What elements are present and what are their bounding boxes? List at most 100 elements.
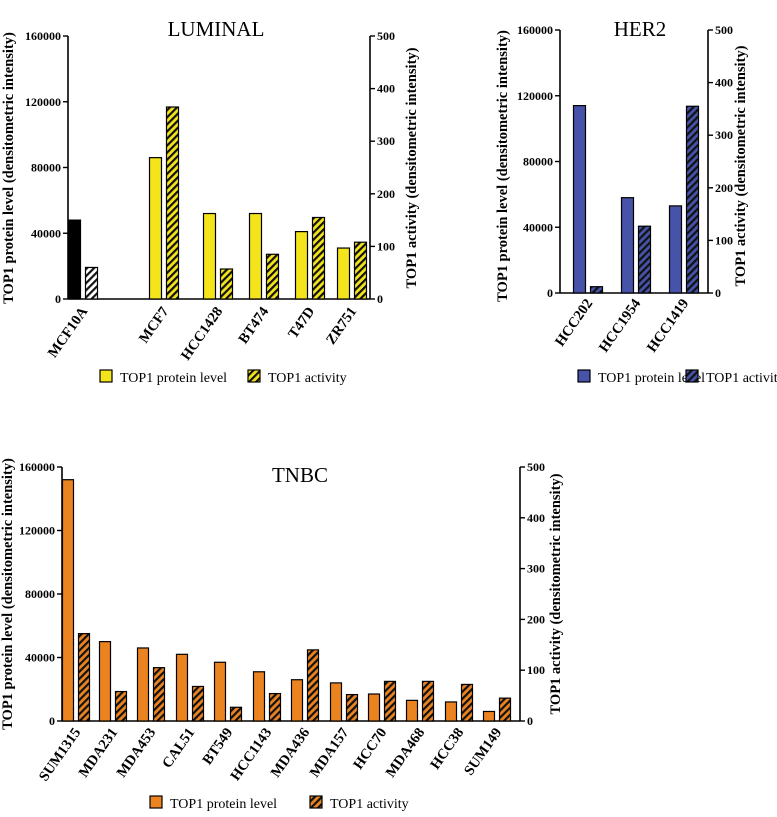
right-tick-label: 200: [715, 181, 733, 195]
left-axis-title: TOP1 protein level (densitometric intens…: [0, 458, 16, 730]
category-label-hcc202: HCC202: [552, 296, 596, 349]
category-label-mda157: MDA157: [307, 725, 352, 780]
right-tick-label: 500: [377, 29, 395, 43]
bar-protein-cal51: [175, 653, 189, 722]
category-label-sum1315: SUM1315: [36, 725, 84, 784]
left-tick-label: 160000: [19, 460, 55, 474]
bar-protein-mda453: [136, 647, 150, 722]
category-label-bt474: BT474: [236, 304, 273, 347]
left-tick-label: 120000: [19, 524, 55, 538]
right-tick-label: 100: [715, 233, 733, 247]
left-tick-label: 80000: [31, 161, 61, 175]
bar-protein-hcc202: [572, 105, 587, 294]
bar-activity-bt474: [265, 253, 280, 300]
category-label-bt549: BT549: [200, 725, 237, 768]
right-tick-label: 300: [715, 128, 733, 142]
bar-protein-hcc70: [367, 693, 381, 722]
bar-activity-cal51: [191, 685, 205, 722]
right-tick-label: 0: [377, 292, 383, 306]
left-tick-label: 120000: [517, 89, 553, 103]
legend-swatch-protein: [577, 369, 591, 383]
legend-label-protein: TOP1 protein level: [598, 371, 705, 386]
category-label-t47d: T47D: [285, 304, 318, 342]
right-tick-label: 500: [715, 23, 733, 37]
category-label-mda453: MDA453: [114, 725, 159, 780]
category-label-mda468: MDA468: [383, 725, 428, 780]
bar-activity-hcc70: [383, 680, 397, 722]
legend-swatch-activity: [309, 795, 323, 809]
bar-activity-mda453: [152, 667, 166, 722]
left-tick-label: 80000: [523, 155, 553, 169]
bar-protein-hcc1954: [620, 197, 635, 294]
bar-activity-mda436: [306, 649, 320, 722]
right-tick-label: 100: [527, 663, 545, 677]
left-tick-label: 0: [547, 286, 553, 300]
bar-activity-bt549: [229, 706, 243, 722]
category-label-sum149: SUM149: [461, 725, 505, 778]
left-tick-label: 160000: [517, 23, 553, 37]
bar-activity-zr751: [353, 241, 368, 300]
category-label-hcc1419: HCC1419: [644, 296, 692, 355]
right-tick-label: 0: [715, 286, 721, 300]
bar-activity-hcc1428: [219, 268, 234, 300]
left-tick-label: 120000: [25, 95, 61, 109]
right-tick-label: 400: [377, 82, 395, 96]
category-label-zr751: ZR751: [323, 304, 360, 348]
bar-activity-sum149: [498, 697, 512, 722]
right-axis-title: TOP1 activity (densitometric intensity): [404, 47, 420, 288]
right-tick-label: 500: [527, 460, 545, 474]
category-label-hcc38: HCC38: [427, 725, 467, 772]
bar-protein-mcf10a: [67, 219, 82, 300]
bar-activity-hcc1419: [685, 105, 700, 294]
bar-activity-hcc38: [460, 683, 474, 722]
right-tick-label: 200: [377, 187, 395, 201]
bar-protein-mcf7: [148, 157, 163, 300]
bar-protein-hcc38: [444, 701, 458, 722]
bar-activity-mda157: [345, 693, 359, 722]
right-tick-label: 100: [377, 239, 395, 253]
bar-protein-sum1315: [61, 479, 75, 722]
tnbc-title: TNBC: [272, 463, 328, 487]
bar-activity-mda468: [421, 680, 435, 722]
left-tick-label: 160000: [25, 29, 61, 43]
bar-protein-mda436: [290, 679, 304, 722]
tnbc-chart: TNBC 0 40000 80000 120000 160000 0 100 200 300 400…: [0, 458, 564, 812]
bar-activity-mcf7: [165, 106, 180, 300]
bar-protein-sum149: [482, 710, 496, 722]
bar-activity-mcf10a: [84, 266, 99, 300]
legend-label-activity: TOP1 activity: [268, 371, 347, 386]
bar-protein-hcc1428: [202, 212, 217, 300]
bar-protein-mda231: [98, 641, 112, 722]
category-label-hcc1954: HCC1954: [596, 296, 644, 355]
legend-label-protein: TOP1 protein level: [170, 797, 277, 812]
category-label-hcc70: HCC70: [350, 725, 390, 772]
left-tick-label: 80000: [25, 587, 55, 601]
her2-chart: HER2 0 40000 80000 120000 160000 0 100 200 300 400…: [495, 17, 777, 386]
bar-activity-hcc202: [589, 286, 604, 294]
luminal-chart: LUMINAL 0 40000 80000 120000 160000 0 100 200 300…: [1, 17, 420, 386]
left-axis-title: TOP1 protein level (densitometric intens…: [1, 32, 17, 304]
left-tick-label: 40000: [523, 220, 553, 234]
her2-title: HER2: [614, 17, 667, 41]
bar-protein-hcc1143: [252, 671, 266, 722]
legend-label-protein: TOP1 protein level: [120, 371, 227, 386]
right-tick-label: 200: [527, 612, 545, 626]
legend-label-activity: TOP1 activity: [330, 797, 409, 812]
right-axis-title: TOP1 activity (densitometric intensity): [548, 473, 564, 714]
right-tick-label: 400: [527, 511, 545, 525]
bar-activity-sum1315: [77, 633, 91, 722]
left-tick-label: 40000: [31, 226, 61, 240]
right-tick-label: 400: [715, 76, 733, 90]
right-axis-title: TOP1 activity (densitometric intensity): [733, 45, 749, 286]
left-axis-title: TOP1 protein level (densitometric intens…: [495, 30, 511, 302]
bar-protein-bt549: [213, 661, 227, 722]
bar-protein-mda468: [405, 699, 419, 722]
legend-label-activity: TOP1 activity: [706, 371, 777, 386]
legend-swatch-protein: [149, 795, 163, 809]
right-tick-label: 300: [377, 134, 395, 148]
category-label-mcf10a: MCF10A: [45, 304, 92, 361]
category-label-hcc1428: HCC1428: [178, 304, 226, 363]
bar-protein-zr751: [336, 247, 351, 300]
left-tick-label: 40000: [25, 651, 55, 665]
